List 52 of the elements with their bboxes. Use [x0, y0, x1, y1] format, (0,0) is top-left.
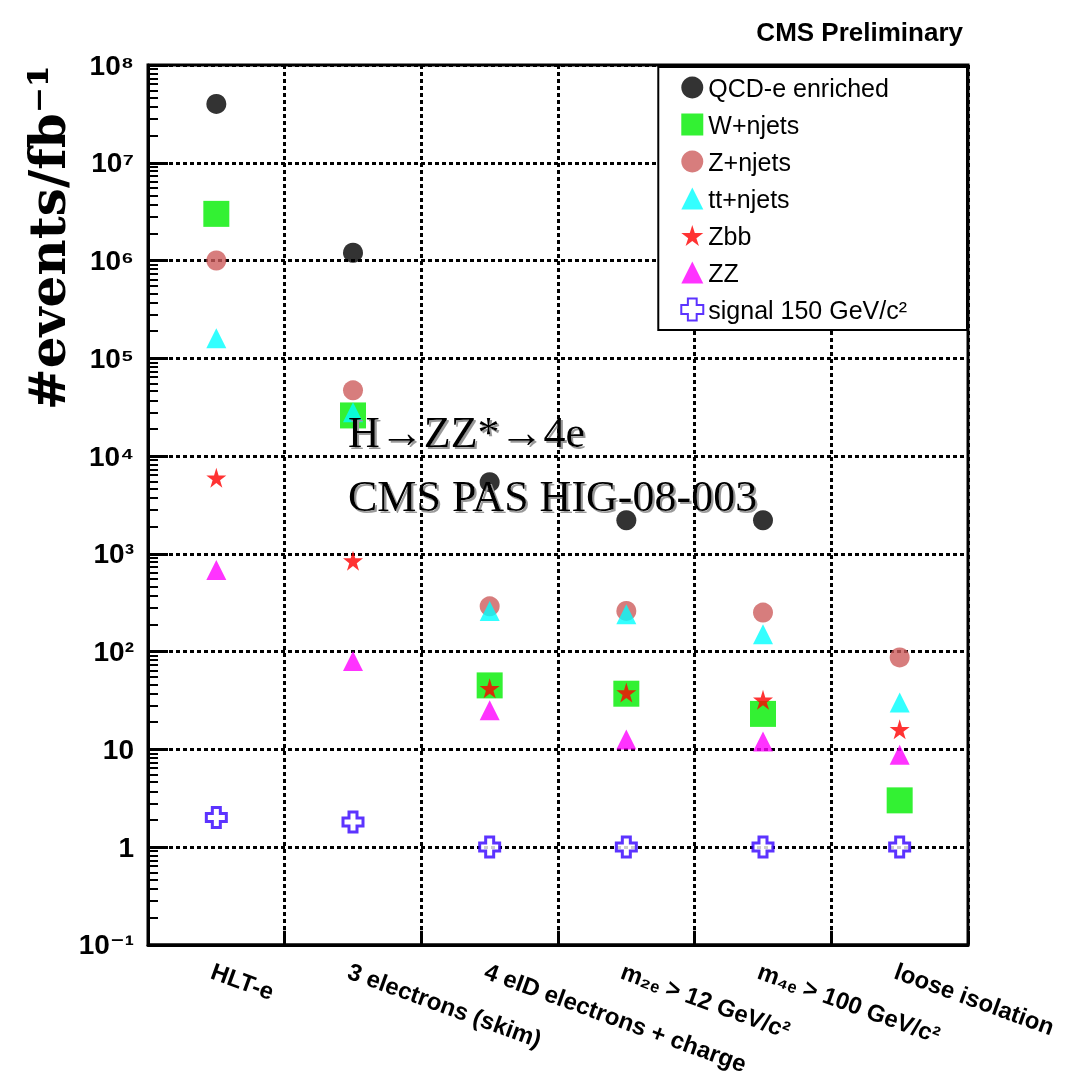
y-tick-label: 1 [118, 831, 134, 863]
y-tick-label: 10 [102, 733, 134, 765]
point [203, 200, 230, 227]
point [343, 242, 363, 263]
y-tick-label: 10⁶ [89, 245, 134, 276]
y-tick-label: 10⁻¹ [78, 929, 134, 961]
point [889, 744, 910, 765]
y-tick-label: 10³ [93, 538, 134, 570]
point [889, 692, 910, 713]
chart-title: CMS Preliminary [756, 17, 964, 47]
point [616, 729, 637, 750]
annotation: CMS PAS HIG-08-003 [348, 471, 758, 521]
point [750, 700, 776, 727]
point [886, 787, 913, 814]
point [751, 835, 775, 859]
annotation: H→ZZ*→4e [348, 407, 586, 457]
x-tick-label: HLT-e [207, 957, 278, 1005]
legend-label: Z+njets [708, 147, 791, 176]
point [479, 700, 500, 721]
y-axis-title: #events/fb⁻¹ [17, 65, 77, 411]
y-tick-label: 10⁵ [89, 342, 134, 374]
point [343, 650, 363, 671]
point [614, 835, 638, 859]
legend-label: W+njets [708, 110, 800, 139]
point [753, 510, 773, 531]
point [888, 835, 912, 859]
point [616, 510, 637, 531]
point [206, 328, 227, 349]
y-tick-label: 10⁷ [91, 147, 134, 179]
y-tick-label: 10⁸ [89, 49, 134, 81]
point [206, 93, 227, 114]
legend-label: QCD-e enriched [708, 73, 889, 102]
point [889, 719, 910, 740]
point [206, 250, 227, 271]
legend-label: ZZ [708, 258, 739, 287]
point [206, 560, 227, 581]
point [753, 602, 773, 623]
y-tick-label: 10² [93, 636, 134, 667]
point [889, 647, 910, 668]
point [343, 380, 363, 401]
point [341, 810, 365, 834]
point [343, 550, 363, 571]
legend-label: Zbb [708, 221, 752, 250]
point [204, 806, 228, 830]
legend-label: tt+njets [708, 184, 790, 213]
y-tick-label: 10⁴ [89, 440, 134, 472]
point [206, 467, 227, 488]
point [753, 624, 773, 645]
point [753, 689, 773, 710]
point [753, 731, 773, 752]
legend-label: signal 150 GeV/c² [708, 295, 907, 324]
point [478, 835, 502, 859]
